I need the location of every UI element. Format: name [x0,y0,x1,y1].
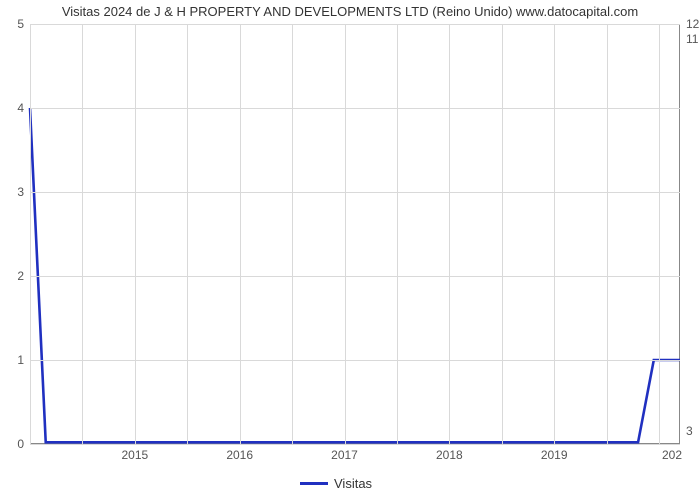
gridline-horizontal [30,276,680,277]
y-axis-tick-label: 5 [17,17,24,31]
gridline-vertical [135,24,136,444]
y-axis-tick-label: 1 [17,353,24,367]
gridline-vertical [502,24,503,444]
gridline-vertical [449,24,450,444]
legend: Visitas [300,476,372,491]
gridline-horizontal [30,360,680,361]
x-axis-tick-label: 2018 [436,448,463,462]
y-axis-right-tick-label: 11 [686,32,698,46]
gridline-vertical [659,24,660,444]
x-axis-tick-label-edge: 202 [662,448,682,462]
y-axis-tick-label: 0 [17,437,24,451]
y-axis-tick-label: 2 [17,269,24,283]
gridline-vertical [607,24,608,444]
legend-swatch [300,482,328,485]
y-axis-right-tick-label: 3 [686,424,693,438]
x-axis-tick-label: 2015 [121,448,148,462]
line-series [30,24,680,444]
y-axis-right-tick-label: 12 [686,17,699,31]
gridline-vertical [240,24,241,444]
chart-title: Visitas 2024 de J & H PROPERTY AND DEVEL… [0,4,700,19]
y-axis-tick-label: 4 [17,101,24,115]
plot-area: 0123453111220152016201720182019202 [30,24,680,444]
x-axis-tick-label: 2019 [541,448,568,462]
gridline-vertical [397,24,398,444]
y-axis-tick-label: 3 [17,185,24,199]
gridline-vertical [345,24,346,444]
gridline-vertical [292,24,293,444]
gridline-horizontal [30,24,680,25]
gridline-horizontal [30,108,680,109]
gridline-horizontal [30,444,680,445]
gridline-vertical [187,24,188,444]
gridline-vertical [554,24,555,444]
x-axis-tick-label: 2017 [331,448,358,462]
legend-label: Visitas [334,476,372,491]
gridline-vertical [30,24,31,444]
gridline-horizontal [30,192,680,193]
gridline-vertical [82,24,83,444]
x-axis-tick-label: 2016 [226,448,253,462]
